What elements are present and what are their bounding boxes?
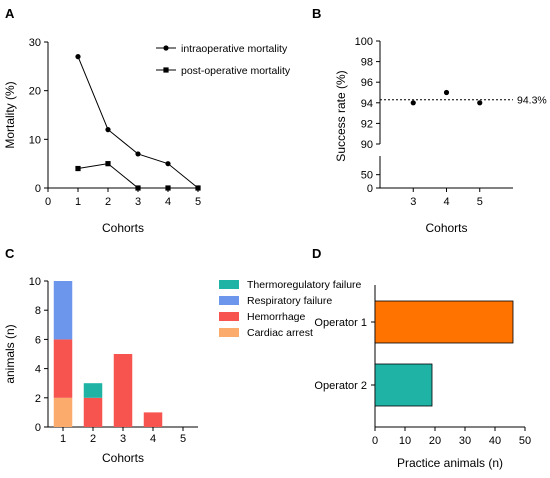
b-reference-label: 94.3% — [517, 95, 547, 107]
d-x-axis-label: Practice animals (n) — [397, 456, 503, 470]
a-point-circle — [135, 151, 141, 157]
c-x-tick-label: 2 — [90, 433, 96, 445]
a-y-tick-label: 10 — [29, 134, 41, 146]
c-bar-segment — [53, 397, 73, 427]
panel-b-chart: 90 92 94 96 98 100 050 94.3% 3 4 5 Cohorts Success r… — [334, 36, 547, 235]
a-series-line — [77, 163, 198, 189]
b-y-tick-label: 0 — [367, 183, 373, 195]
c-y-tick-label: 6 — [35, 334, 41, 346]
b-point — [410, 100, 416, 106]
a-x-tick-label: 3 — [135, 196, 141, 208]
a-x-tick-label: 1 — [75, 196, 81, 208]
a-point-circle — [165, 161, 171, 167]
c-bar-segment — [53, 281, 73, 340]
c-x-tick-label: 5 — [180, 433, 186, 445]
c-y-tick-label: 4 — [35, 364, 41, 376]
c-y-tick-label: 2 — [35, 393, 41, 405]
b-x-tick-label: 5 — [477, 196, 483, 208]
c-x-axis-label: Cohorts — [102, 451, 144, 465]
panel-b-letter: B — [312, 6, 321, 21]
a-point-square — [195, 185, 201, 191]
c-x-tick-label: 1 — [60, 433, 66, 445]
b-y-axis-label: Success rate (%) — [334, 70, 348, 161]
c-legend-label: Respiratory failure — [247, 295, 332, 307]
c-bar-segment — [83, 397, 103, 427]
a-y-tick-label: 30 — [29, 37, 41, 49]
panel-a-letter: A — [5, 6, 15, 21]
panel-c-letter: C — [5, 246, 15, 261]
c-legend-label: Hemorrhage — [247, 311, 306, 323]
a-x-tick-label: 5 — [195, 196, 201, 208]
a-x-axis-label: Cohorts — [102, 221, 144, 235]
a-legend-marker — [163, 45, 169, 51]
d-category-label: Operator 2 — [314, 380, 367, 392]
a-point-square — [75, 165, 81, 172]
c-bar-segment — [83, 383, 103, 398]
a-point-circle — [75, 54, 81, 60]
b-y-tick-label: 50 — [361, 170, 373, 182]
c-x-tick-label: 3 — [120, 433, 126, 445]
c-y-tick-label: 0 — [35, 422, 41, 434]
c-legend-swatch — [219, 296, 239, 305]
c-legend-swatch — [219, 328, 239, 337]
b-y-tick-label: 92 — [361, 118, 373, 130]
c-x-tick-label: 4 — [150, 433, 156, 445]
c-legend-label: Cardiac arrest — [247, 327, 313, 339]
a-y-axis-label: Mortality (%) — [3, 81, 17, 148]
c-bar-segment — [143, 412, 163, 427]
b-x-axis-label: Cohorts — [425, 221, 467, 235]
a-point-square — [165, 185, 171, 191]
d-x-tick-label: 10 — [399, 435, 411, 447]
b-x-tick-label: 4 — [443, 196, 449, 208]
d-x-tick-label: 20 — [429, 435, 441, 447]
d-bar — [374, 363, 433, 407]
a-point-square — [105, 161, 111, 167]
b-y-tick-label: 96 — [361, 77, 373, 89]
a-point-square — [135, 185, 141, 191]
c-y-tick-label: 8 — [35, 305, 41, 317]
a-legend-label: post-operative mortality — [181, 65, 291, 77]
c-bar-segment — [53, 339, 73, 398]
a-legend-label: intraoperative mortality — [181, 43, 288, 55]
a-x-tick-label: 4 — [165, 196, 171, 208]
b-point — [443, 89, 450, 96]
c-bar-segment — [113, 354, 133, 427]
b-y-tick-label: 94 — [361, 98, 373, 110]
c-y-tick-label: 10 — [29, 276, 41, 288]
d-x-tick-label: 30 — [459, 435, 471, 447]
c-legend-swatch — [219, 280, 239, 289]
c-y-axis-label: animals (n) — [3, 324, 17, 383]
d-bar — [374, 300, 514, 344]
b-y-tick-label: 90 — [361, 139, 373, 151]
d-x-tick-label: 50 — [519, 435, 531, 447]
panel-d-chart: 0 10 20 30 40 50 Operator 1 Operator 2 Practice … — [314, 285, 531, 470]
b-y-tick-label: 100 — [355, 36, 373, 48]
b-x-tick-label: 3 — [410, 196, 416, 208]
c-legend-swatch — [219, 312, 239, 321]
panel-a-chart: 0 10 20 30 0 1 2 3 4 5 Cohorts Mortality (%) intraop… — [3, 37, 291, 235]
a-point-circle — [105, 127, 111, 133]
a-series-line — [77, 56, 199, 189]
d-category-label: Operator 1 — [314, 317, 367, 329]
a-x-tick-label: 0 — [45, 196, 51, 208]
a-legend-marker — [163, 67, 169, 73]
a-x-tick-label: 2 — [105, 196, 111, 208]
c-legend-label: Thermoregulatory failure — [247, 279, 362, 291]
panel-d-letter: D — [312, 246, 321, 261]
a-y-tick-label: 20 — [29, 86, 41, 98]
d-x-tick-label: 40 — [489, 435, 501, 447]
d-x-tick-label: 0 — [372, 435, 378, 447]
b-point — [477, 100, 483, 106]
a-y-tick-label: 0 — [35, 183, 41, 195]
b-y-tick-label: 98 — [361, 57, 373, 69]
